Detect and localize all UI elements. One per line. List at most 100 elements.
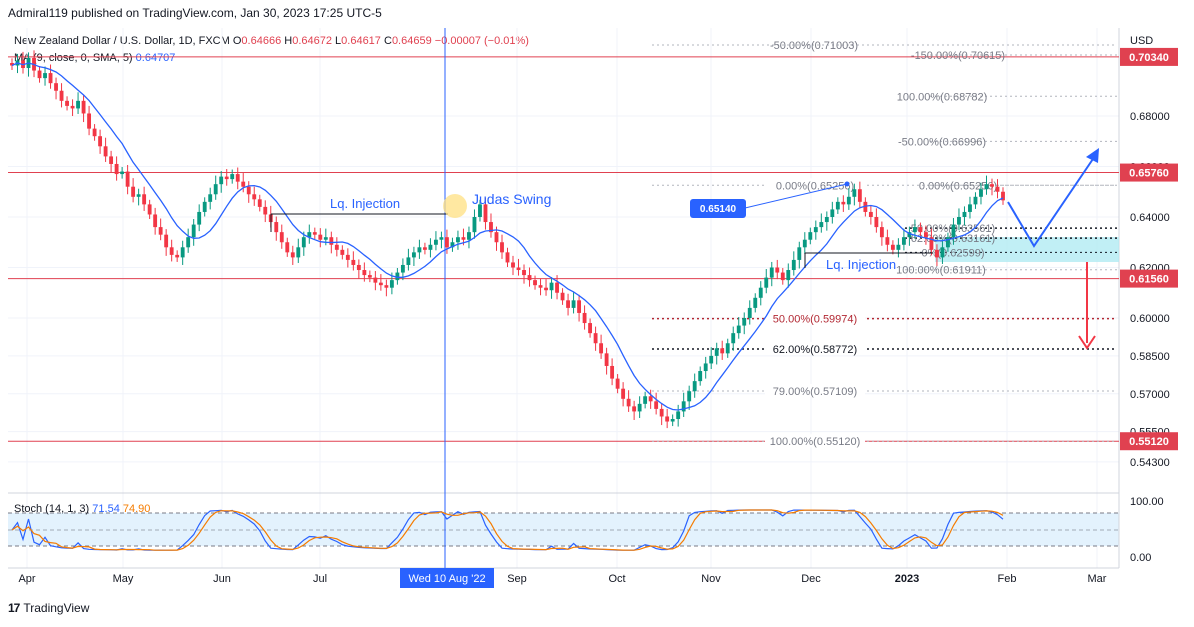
stoch-d-line (11, 509, 1004, 551)
candle-body (758, 287, 763, 298)
candle-body (973, 196, 978, 205)
fib-extension-label: 100.00%(0.68782) (897, 91, 988, 103)
time-tick-label: Oct (608, 573, 625, 585)
candle-body (153, 214, 158, 228)
candle-body (76, 100, 80, 109)
candle-body (467, 232, 471, 240)
candle-body (175, 254, 180, 258)
price-tick-label: 0.58500 (1130, 351, 1170, 363)
candle-body (230, 174, 235, 180)
candle-body (489, 222, 493, 233)
candle-body (301, 237, 306, 248)
candle-body (478, 204, 482, 217)
candle-body (109, 156, 114, 164)
time-tick-label: Jun (213, 573, 231, 585)
candle-body (808, 232, 813, 240)
candle-body (703, 363, 708, 372)
candle-body (957, 217, 961, 225)
candle-body (962, 211, 967, 217)
price-badge-label: 0.61560 (1129, 274, 1169, 286)
candle-body (10, 62, 14, 66)
candle-body (406, 257, 411, 265)
price-badge (1120, 269, 1178, 288)
callout-anchor (844, 181, 850, 187)
price-tick-label: 0.60000 (1130, 313, 1170, 325)
close-value: 0.64659 (391, 35, 432, 47)
low-value: 0.64617 (341, 35, 381, 47)
candle-body (648, 396, 653, 402)
time-tick-label: Sep (507, 573, 527, 585)
candle-body (472, 217, 477, 233)
candle-body (835, 201, 840, 210)
footer-brand[interactable]: 17 TradingView (8, 601, 89, 615)
candle-body (136, 194, 141, 197)
candle-body (879, 227, 884, 238)
time-tick-label: Dec (801, 573, 821, 585)
candle-body (764, 277, 769, 288)
candle-body (511, 262, 515, 268)
candle-body (246, 186, 251, 195)
candle-body (654, 401, 659, 409)
candle-body (890, 244, 895, 250)
fib-retracement-label: 79.00%(0.57109) (773, 386, 857, 398)
candle-body (769, 267, 774, 278)
price-badge (1120, 432, 1178, 451)
candle-body (400, 264, 405, 273)
time-axis[interactable]: Apr May Jun Jul Sep Oct Nov Dec 2023 Feb Mar (18, 573, 1106, 585)
time-tick-label: Nov (701, 573, 721, 585)
stoch-tick-100: 100.00 (1130, 496, 1164, 508)
symbol-label: New Zealand Dollar / U.S. Dollar, 1D, FX… (14, 35, 230, 47)
candle-body (202, 201, 207, 212)
candle-body (698, 371, 703, 382)
candle-body (378, 282, 383, 286)
candle-body (753, 297, 758, 308)
candle-body (709, 355, 714, 364)
candle-body (621, 388, 626, 399)
candle-body (946, 237, 950, 248)
candle-body (483, 204, 488, 223)
candle-body (279, 232, 284, 243)
ma-legend: MA (9, close, 0, SMA, 5) 0.64707 (14, 52, 175, 64)
candle-body (445, 237, 449, 248)
candle-body (43, 73, 47, 79)
candle-body (54, 83, 58, 91)
candle-body (720, 348, 725, 354)
fib-extension-label: -50.00%(0.71003) (770, 40, 858, 52)
open-label: O (232, 35, 242, 47)
candle-body (979, 189, 983, 197)
candle-body (791, 259, 796, 271)
judas-swing-label: Judas Swing (472, 191, 551, 207)
time-tick-label: 2023 (895, 573, 919, 585)
candle-body (555, 282, 559, 293)
candle-body (307, 232, 312, 238)
candle-body (714, 348, 719, 356)
candle-body (274, 222, 279, 233)
candle-body (186, 237, 191, 248)
candle-body (219, 176, 224, 185)
time-tick-label: Mar (1088, 573, 1107, 585)
judas-swing-highlight (443, 194, 467, 218)
fib-retracement-label: 62.00%(0.58772) (773, 344, 857, 356)
candle-body (98, 136, 103, 147)
candle-body (125, 171, 130, 187)
bullish-projection-path (1007, 152, 1098, 248)
candle-body (224, 176, 229, 180)
fib-label-bg (765, 178, 865, 192)
price-tick-label: 0.54300 (1130, 457, 1170, 469)
candle-body (659, 408, 664, 417)
fib-retracement-label: 50.00%(0.59974) (773, 314, 857, 326)
candle-body (681, 401, 686, 412)
candle-body (632, 406, 637, 412)
candle-body (329, 237, 334, 245)
candle-body (505, 252, 510, 263)
candle-body (610, 365, 615, 379)
ma-label: MA (9, close, 0, SMA, 5) (14, 52, 133, 64)
candle-body (918, 227, 923, 233)
candle-body (819, 222, 824, 228)
fib-label-bg (765, 434, 865, 448)
candle-body (544, 287, 548, 291)
candle-body (1001, 191, 1005, 201)
candle-body (81, 100, 86, 114)
candle-body (257, 199, 262, 207)
